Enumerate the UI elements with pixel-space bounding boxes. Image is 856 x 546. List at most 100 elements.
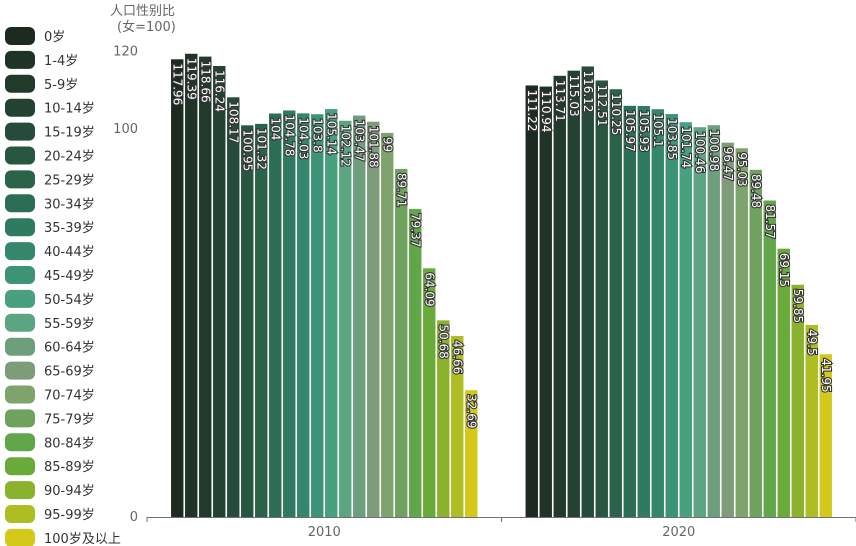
- bar[interactable]: [637, 105, 650, 517]
- bar[interactable]: [199, 56, 212, 517]
- legend-item[interactable]: 100岁及以上: [5, 528, 121, 546]
- bar[interactable]: [423, 268, 436, 517]
- bar[interactable]: [325, 109, 338, 518]
- legend-label: 40-44岁: [44, 245, 95, 260]
- bar[interactable]: [437, 320, 450, 517]
- bar[interactable]: [241, 125, 254, 518]
- legend-item[interactable]: 30-34岁: [5, 194, 95, 213]
- bar[interactable]: [679, 122, 692, 517]
- bar[interactable]: [227, 97, 240, 517]
- bar[interactable]: [525, 85, 538, 517]
- legend-item[interactable]: 35-39岁: [5, 218, 95, 237]
- legend-label: 65-69岁: [44, 365, 95, 380]
- bar[interactable]: [269, 113, 282, 517]
- legend-swatch: [5, 433, 35, 452]
- data-label: 50.68: [436, 324, 450, 358]
- legend-swatch: [5, 74, 35, 93]
- legend-label: 0岁: [44, 30, 65, 45]
- bar[interactable]: [665, 114, 678, 517]
- data-label: 101.74: [679, 126, 693, 168]
- legend-item[interactable]: 70-74岁: [5, 385, 95, 404]
- legend-item[interactable]: 15-19岁: [5, 122, 95, 141]
- legend-item[interactable]: 5-9岁: [5, 74, 78, 93]
- bar[interactable]: [693, 127, 706, 517]
- legend-item[interactable]: 55-59岁: [5, 313, 95, 332]
- legend-swatch: [5, 122, 35, 141]
- bar[interactable]: [353, 115, 366, 517]
- legend-item[interactable]: 10-14岁: [5, 98, 95, 117]
- legend-swatch: [5, 218, 35, 237]
- bar[interactable]: [213, 65, 226, 517]
- bar[interactable]: [297, 113, 310, 518]
- data-label: 95.03: [735, 152, 749, 186]
- bar[interactable]: [367, 121, 380, 517]
- data-label: 100.46: [693, 131, 707, 173]
- bar[interactable]: [409, 209, 422, 517]
- bar[interactable]: [721, 142, 734, 517]
- bar[interactable]: [553, 75, 566, 517]
- bar[interactable]: [735, 148, 748, 517]
- y-axis-title: 人口性别比: [110, 4, 175, 19]
- bar[interactable]: [283, 110, 296, 517]
- bar[interactable]: [609, 89, 622, 517]
- bar[interactable]: [255, 123, 268, 517]
- data-label: 99: [380, 137, 394, 152]
- data-label: 104.78: [282, 114, 296, 156]
- bars: [171, 53, 832, 518]
- y-tick-label: 0: [130, 510, 138, 525]
- bar[interactable]: [171, 59, 184, 518]
- legend-item[interactable]: 65-69岁: [5, 361, 95, 380]
- legend-item[interactable]: 60-64岁: [5, 337, 95, 356]
- bar[interactable]: [539, 86, 552, 518]
- bar[interactable]: [339, 120, 352, 517]
- bar[interactable]: [777, 248, 790, 517]
- legend-item[interactable]: 95-99岁: [5, 505, 95, 523]
- bar[interactable]: [567, 70, 580, 518]
- data-label: 96.47: [721, 147, 735, 181]
- data-label: 112.51: [595, 84, 609, 126]
- legend-swatch: [5, 289, 35, 308]
- data-label: 46.66: [450, 340, 464, 374]
- legend-item[interactable]: 85-89岁: [5, 457, 95, 476]
- legend-item[interactable]: 80-84岁: [5, 433, 95, 452]
- legend-item[interactable]: 50-54岁: [5, 289, 95, 308]
- bar[interactable]: [707, 125, 720, 517]
- legend-swatch: [5, 409, 35, 428]
- data-label: 115.03: [567, 75, 581, 117]
- legend-item[interactable]: 45-49岁: [5, 266, 95, 284]
- legend-swatch: [5, 505, 35, 523]
- bar[interactable]: [395, 168, 408, 517]
- data-label: 105.1: [651, 113, 665, 147]
- bar[interactable]: [791, 284, 804, 517]
- data-label: 110.94: [539, 91, 553, 133]
- bar[interactable]: [465, 390, 478, 517]
- legend-item[interactable]: 25-29岁: [5, 170, 95, 189]
- legend-item[interactable]: 90-94岁: [5, 481, 95, 500]
- data-label: 100.95: [240, 129, 254, 171]
- bar[interactable]: [805, 324, 818, 517]
- legend-item[interactable]: 1-4岁: [5, 50, 78, 69]
- bar[interactable]: [595, 80, 608, 518]
- legend-item[interactable]: 20-24岁: [5, 146, 95, 165]
- bar[interactable]: [763, 200, 776, 517]
- bar[interactable]: [451, 335, 464, 517]
- bar[interactable]: [581, 66, 594, 517]
- bar[interactable]: [623, 105, 636, 518]
- legend-label: 45-49岁: [44, 269, 95, 284]
- legend-item[interactable]: 75-79岁: [5, 409, 95, 428]
- bar[interactable]: [311, 114, 324, 518]
- y-tick-label: 120: [113, 44, 138, 59]
- data-label: 59.85: [791, 289, 805, 323]
- bar[interactable]: [185, 53, 198, 518]
- legend-label: 75-79岁: [44, 412, 95, 427]
- bar[interactable]: [651, 109, 664, 517]
- legend-item[interactable]: 0岁: [5, 27, 65, 45]
- legend-item[interactable]: 40-44岁: [5, 242, 95, 261]
- legend-swatch: [5, 457, 35, 476]
- legend-swatch: [5, 98, 35, 117]
- bar[interactable]: [381, 132, 394, 517]
- legend-swatch: [5, 481, 35, 500]
- bar[interactable]: [819, 354, 832, 517]
- bar[interactable]: [749, 169, 762, 517]
- data-label: 89.48: [749, 174, 763, 208]
